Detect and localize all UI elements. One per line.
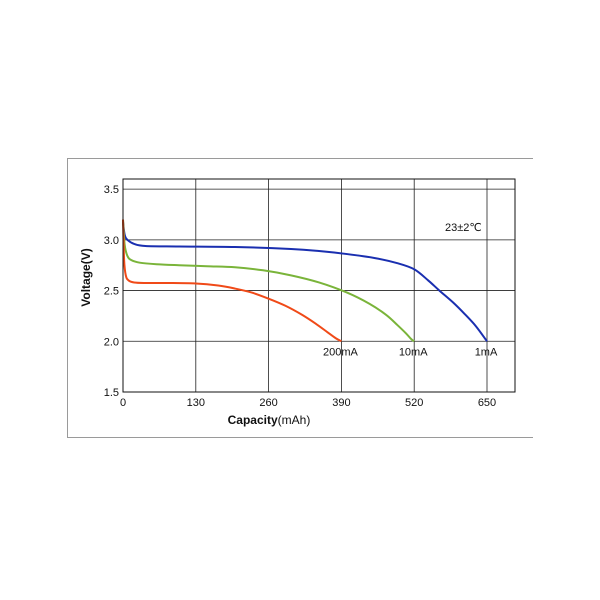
x-tick-label: 520	[405, 397, 423, 409]
series-label-200mA: 200mA	[323, 346, 359, 358]
x-tick-labels: 0 130 260 390 520 650	[120, 397, 496, 409]
y-tick-labels: 1.5 2.0 2.5 3.0 3.5	[104, 184, 119, 399]
x-tick-label: 390	[332, 397, 350, 409]
y-tick-label: 3.0	[104, 235, 119, 247]
y-tick-label: 1.5	[104, 387, 119, 399]
x-tick-label: 650	[478, 397, 496, 409]
y-tick-label: 3.5	[104, 184, 119, 196]
series-line-1mA	[122, 221, 488, 342]
grid-lines	[123, 179, 515, 392]
x-axis-label-unit: (mAh)	[278, 413, 311, 427]
y-tick-label: 2.0	[104, 336, 119, 348]
series-labels: 1mA 10mA 200mA	[323, 346, 498, 358]
series-line-10mA	[122, 219, 415, 343]
y-tick-label: 2.5	[104, 286, 119, 298]
discharge-chart: 1.5 2.0 2.5 3.0 3.5 0 130 260 390 520 650 1mA 10mA…	[79, 178, 516, 427]
x-tick-label: 260	[259, 397, 277, 409]
series-label-10mA: 10mA	[399, 346, 428, 358]
plot-border	[122, 178, 516, 393]
temperature-annotation: 23±2℃	[445, 222, 482, 234]
y-axis-label: Voltage(V)	[79, 248, 93, 306]
series-label-1mA: 1mA	[475, 346, 498, 358]
series-group	[122, 219, 488, 343]
chart-frame: 1.5 2.0 2.5 3.0 3.5 0 130 260 390 520 650 1mA 10mA…	[67, 158, 533, 438]
x-axis-label: Capacity(mAh)	[228, 413, 311, 427]
series-line-200mA	[122, 219, 342, 343]
x-tick-label: 0	[120, 397, 126, 409]
x-axis-label-bold: Capacity	[228, 413, 278, 427]
x-tick-label: 130	[187, 397, 205, 409]
